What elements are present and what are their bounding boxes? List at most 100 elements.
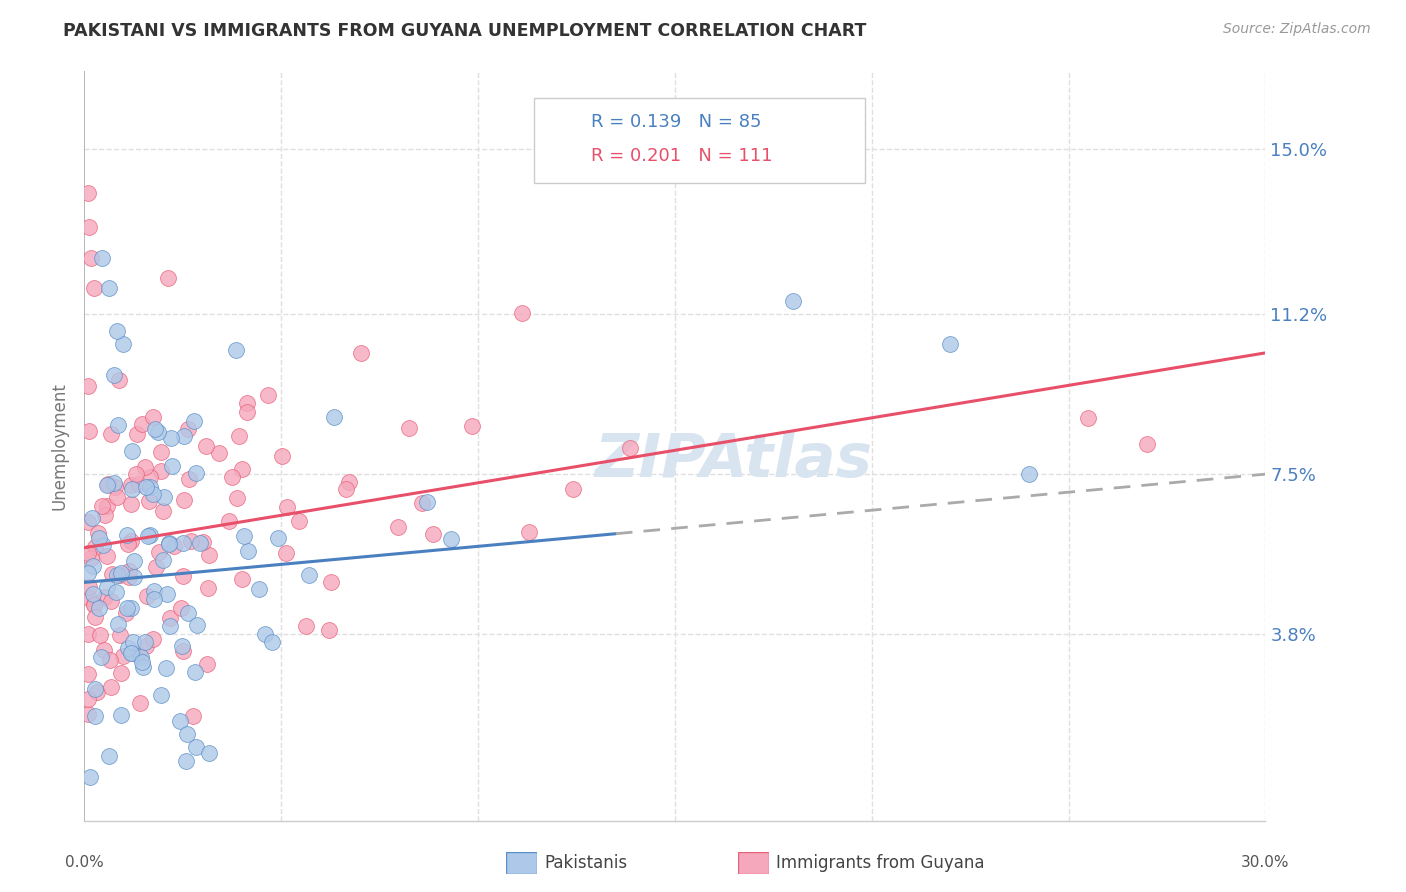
Point (267, 531, 290, 545)
Point (143, 591, 166, 606)
Point (169, 714, 191, 728)
Point (295, 619, 318, 633)
Point (139, 480, 162, 494)
Point (172, 569, 194, 583)
Point (235, 405, 257, 419)
Point (108, 567, 131, 582)
Point (104, 480, 127, 494)
Point (120, 478, 142, 492)
Point (173, 429, 195, 443)
Point (208, 446, 231, 460)
Point (77, 692, 100, 706)
Point (184, 739, 207, 754)
Point (159, 431, 181, 445)
Point (111, 649, 134, 664)
Point (86, 685, 108, 699)
Point (107, 616, 129, 631)
Point (129, 650, 152, 665)
Point (80, 511, 103, 525)
Point (138, 493, 160, 508)
Point (139, 527, 162, 541)
Point (276, 546, 298, 560)
Point (225, 343, 247, 357)
Point (159, 619, 181, 633)
Point (77, 706, 100, 721)
Text: ZIPAtlas: ZIPAtlas (595, 432, 873, 491)
Point (337, 475, 360, 490)
Point (121, 483, 143, 497)
Point (87, 601, 110, 615)
Point (226, 491, 249, 505)
Point (143, 422, 166, 436)
Point (184, 466, 207, 480)
Point (77, 220, 100, 235)
Point (176, 606, 198, 620)
Point (131, 655, 153, 669)
Point (103, 368, 125, 382)
Point (149, 445, 172, 459)
Point (170, 600, 193, 615)
Point (180, 533, 202, 548)
Point (149, 688, 172, 702)
Point (105, 490, 128, 504)
Point (97, 477, 120, 491)
Point (398, 421, 420, 435)
Point (100, 594, 122, 608)
Point (84, 681, 107, 696)
Point (172, 536, 194, 550)
Point (184, 665, 207, 680)
Point (247, 582, 270, 596)
Point (120, 600, 142, 615)
Point (104, 585, 127, 599)
Point (422, 527, 444, 541)
Point (440, 532, 463, 546)
Point (77, 580, 100, 594)
Point (172, 644, 194, 658)
Point (142, 410, 165, 425)
Point (461, 418, 484, 433)
Text: R = 0.139   N = 85: R = 0.139 N = 85 (591, 113, 761, 131)
Point (335, 482, 357, 496)
Point (89, 531, 111, 545)
Point (135, 480, 157, 494)
Point (159, 611, 181, 625)
Point (96, 478, 118, 492)
Point (77, 545, 100, 559)
Point (1136, 437, 1159, 451)
Point (128, 476, 150, 491)
Point (79, 770, 101, 784)
Point (231, 572, 253, 586)
Point (90, 251, 112, 265)
Point (77, 667, 100, 681)
Point (134, 459, 156, 474)
Point (125, 467, 148, 482)
Point (181, 709, 204, 723)
Point (142, 583, 165, 598)
Point (117, 536, 139, 550)
Point (195, 439, 218, 453)
Point (173, 492, 195, 507)
Point (94, 508, 117, 522)
Point (257, 388, 280, 402)
Point (84, 540, 107, 554)
Point (90, 499, 112, 513)
Point (619, 441, 641, 455)
Point (100, 680, 122, 694)
Point (235, 396, 257, 410)
Point (136, 529, 159, 543)
Point (132, 659, 155, 673)
Text: Pakistanis: Pakistanis (544, 854, 627, 871)
Point (120, 497, 142, 511)
Point (100, 426, 122, 441)
Point (198, 746, 221, 760)
Point (115, 600, 138, 615)
Point (87, 526, 110, 541)
Point (155, 661, 177, 675)
Point (120, 534, 142, 549)
Point (186, 618, 208, 632)
Point (177, 472, 200, 486)
Point (231, 462, 253, 476)
Point (114, 606, 136, 620)
Point (138, 469, 160, 483)
Text: 30.0%: 30.0% (1241, 855, 1289, 871)
